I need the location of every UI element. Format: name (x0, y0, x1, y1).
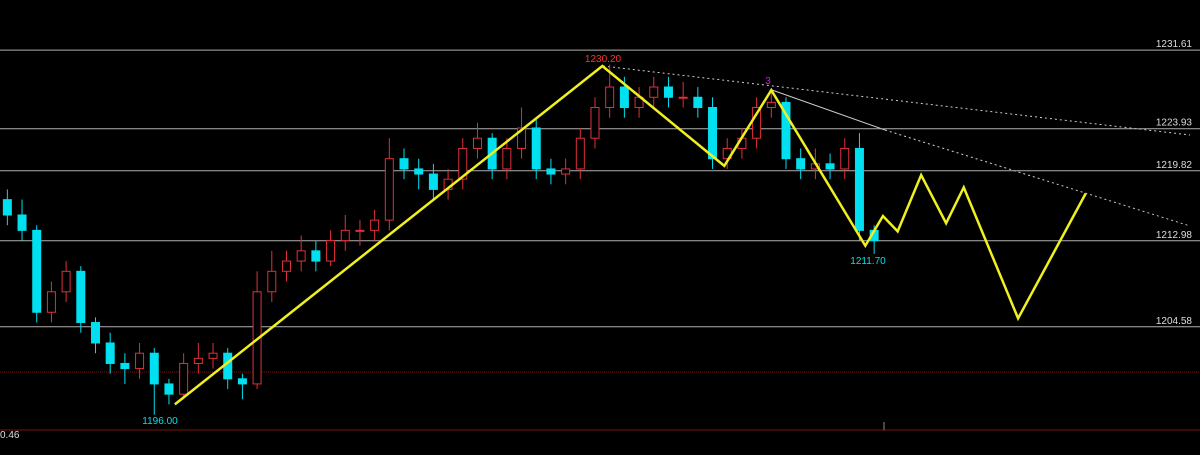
annotation: 1211.70 (850, 256, 886, 267)
candle-body (458, 147, 468, 180)
trend-line (602, 65, 1191, 136)
candle-body (326, 240, 336, 262)
candle-body (384, 158, 394, 221)
candle-body (663, 86, 673, 98)
candle-body (546, 168, 556, 175)
annotation: 0.46 (0, 430, 20, 441)
candle-body (61, 270, 71, 293)
candle-body (649, 86, 659, 98)
candle-body (340, 229, 350, 242)
y-tick-label: 1223.93 (1156, 118, 1193, 129)
candle-body (619, 86, 629, 109)
candle-body (120, 362, 130, 370)
annotation: 1230.20 (585, 54, 622, 65)
wave-pattern (174, 64, 1087, 406)
candle-body (840, 147, 850, 170)
candle-body (678, 96, 688, 99)
candle-body (575, 137, 585, 170)
candle-body (781, 101, 791, 160)
annotation: 3 (765, 76, 771, 87)
candle-body (281, 260, 291, 272)
candle-body (502, 147, 512, 170)
candle-body (752, 107, 762, 139)
candle-body (46, 291, 56, 313)
trend-line (884, 129, 1191, 227)
y-tick-label: 1212.98 (1156, 230, 1193, 241)
candle-body (32, 229, 42, 313)
candle-body (561, 168, 571, 175)
candle-body (2, 199, 12, 216)
candle-body (76, 270, 86, 323)
candle-body (179, 362, 189, 395)
candle-body (517, 127, 527, 149)
candle-body (135, 352, 145, 370)
candle-body (531, 127, 541, 170)
candle-body (693, 96, 703, 108)
candle-body (708, 107, 718, 160)
candle-body (854, 147, 864, 231)
candle-body (149, 352, 159, 385)
y-tick-label: 1219.82 (1156, 160, 1193, 171)
candle-body (414, 168, 424, 175)
candle-body (17, 214, 27, 231)
candle-body (105, 342, 115, 364)
candle-body (428, 173, 438, 190)
candle-body (355, 229, 365, 232)
candle-body (237, 378, 247, 385)
candle-body (90, 322, 100, 344)
y-tick-label: 1204.58 (1156, 316, 1193, 327)
candle-body (164, 383, 174, 395)
y-tick-label: 1231.61 (1156, 39, 1193, 50)
candle-body (296, 250, 306, 262)
candle-body (267, 270, 277, 293)
candle-body (766, 101, 776, 108)
candle-body (472, 137, 482, 149)
candle-body (311, 250, 321, 262)
candle-body (208, 352, 218, 359)
candle-body (399, 158, 409, 170)
candle-body (193, 357, 203, 364)
annotation: 1196.00 (142, 416, 178, 427)
trend-line (771, 89, 886, 131)
candle-body (796, 158, 806, 170)
candle-body (605, 86, 615, 109)
candle-body (370, 219, 380, 231)
candle-body (825, 163, 835, 170)
candle-body (590, 107, 600, 139)
